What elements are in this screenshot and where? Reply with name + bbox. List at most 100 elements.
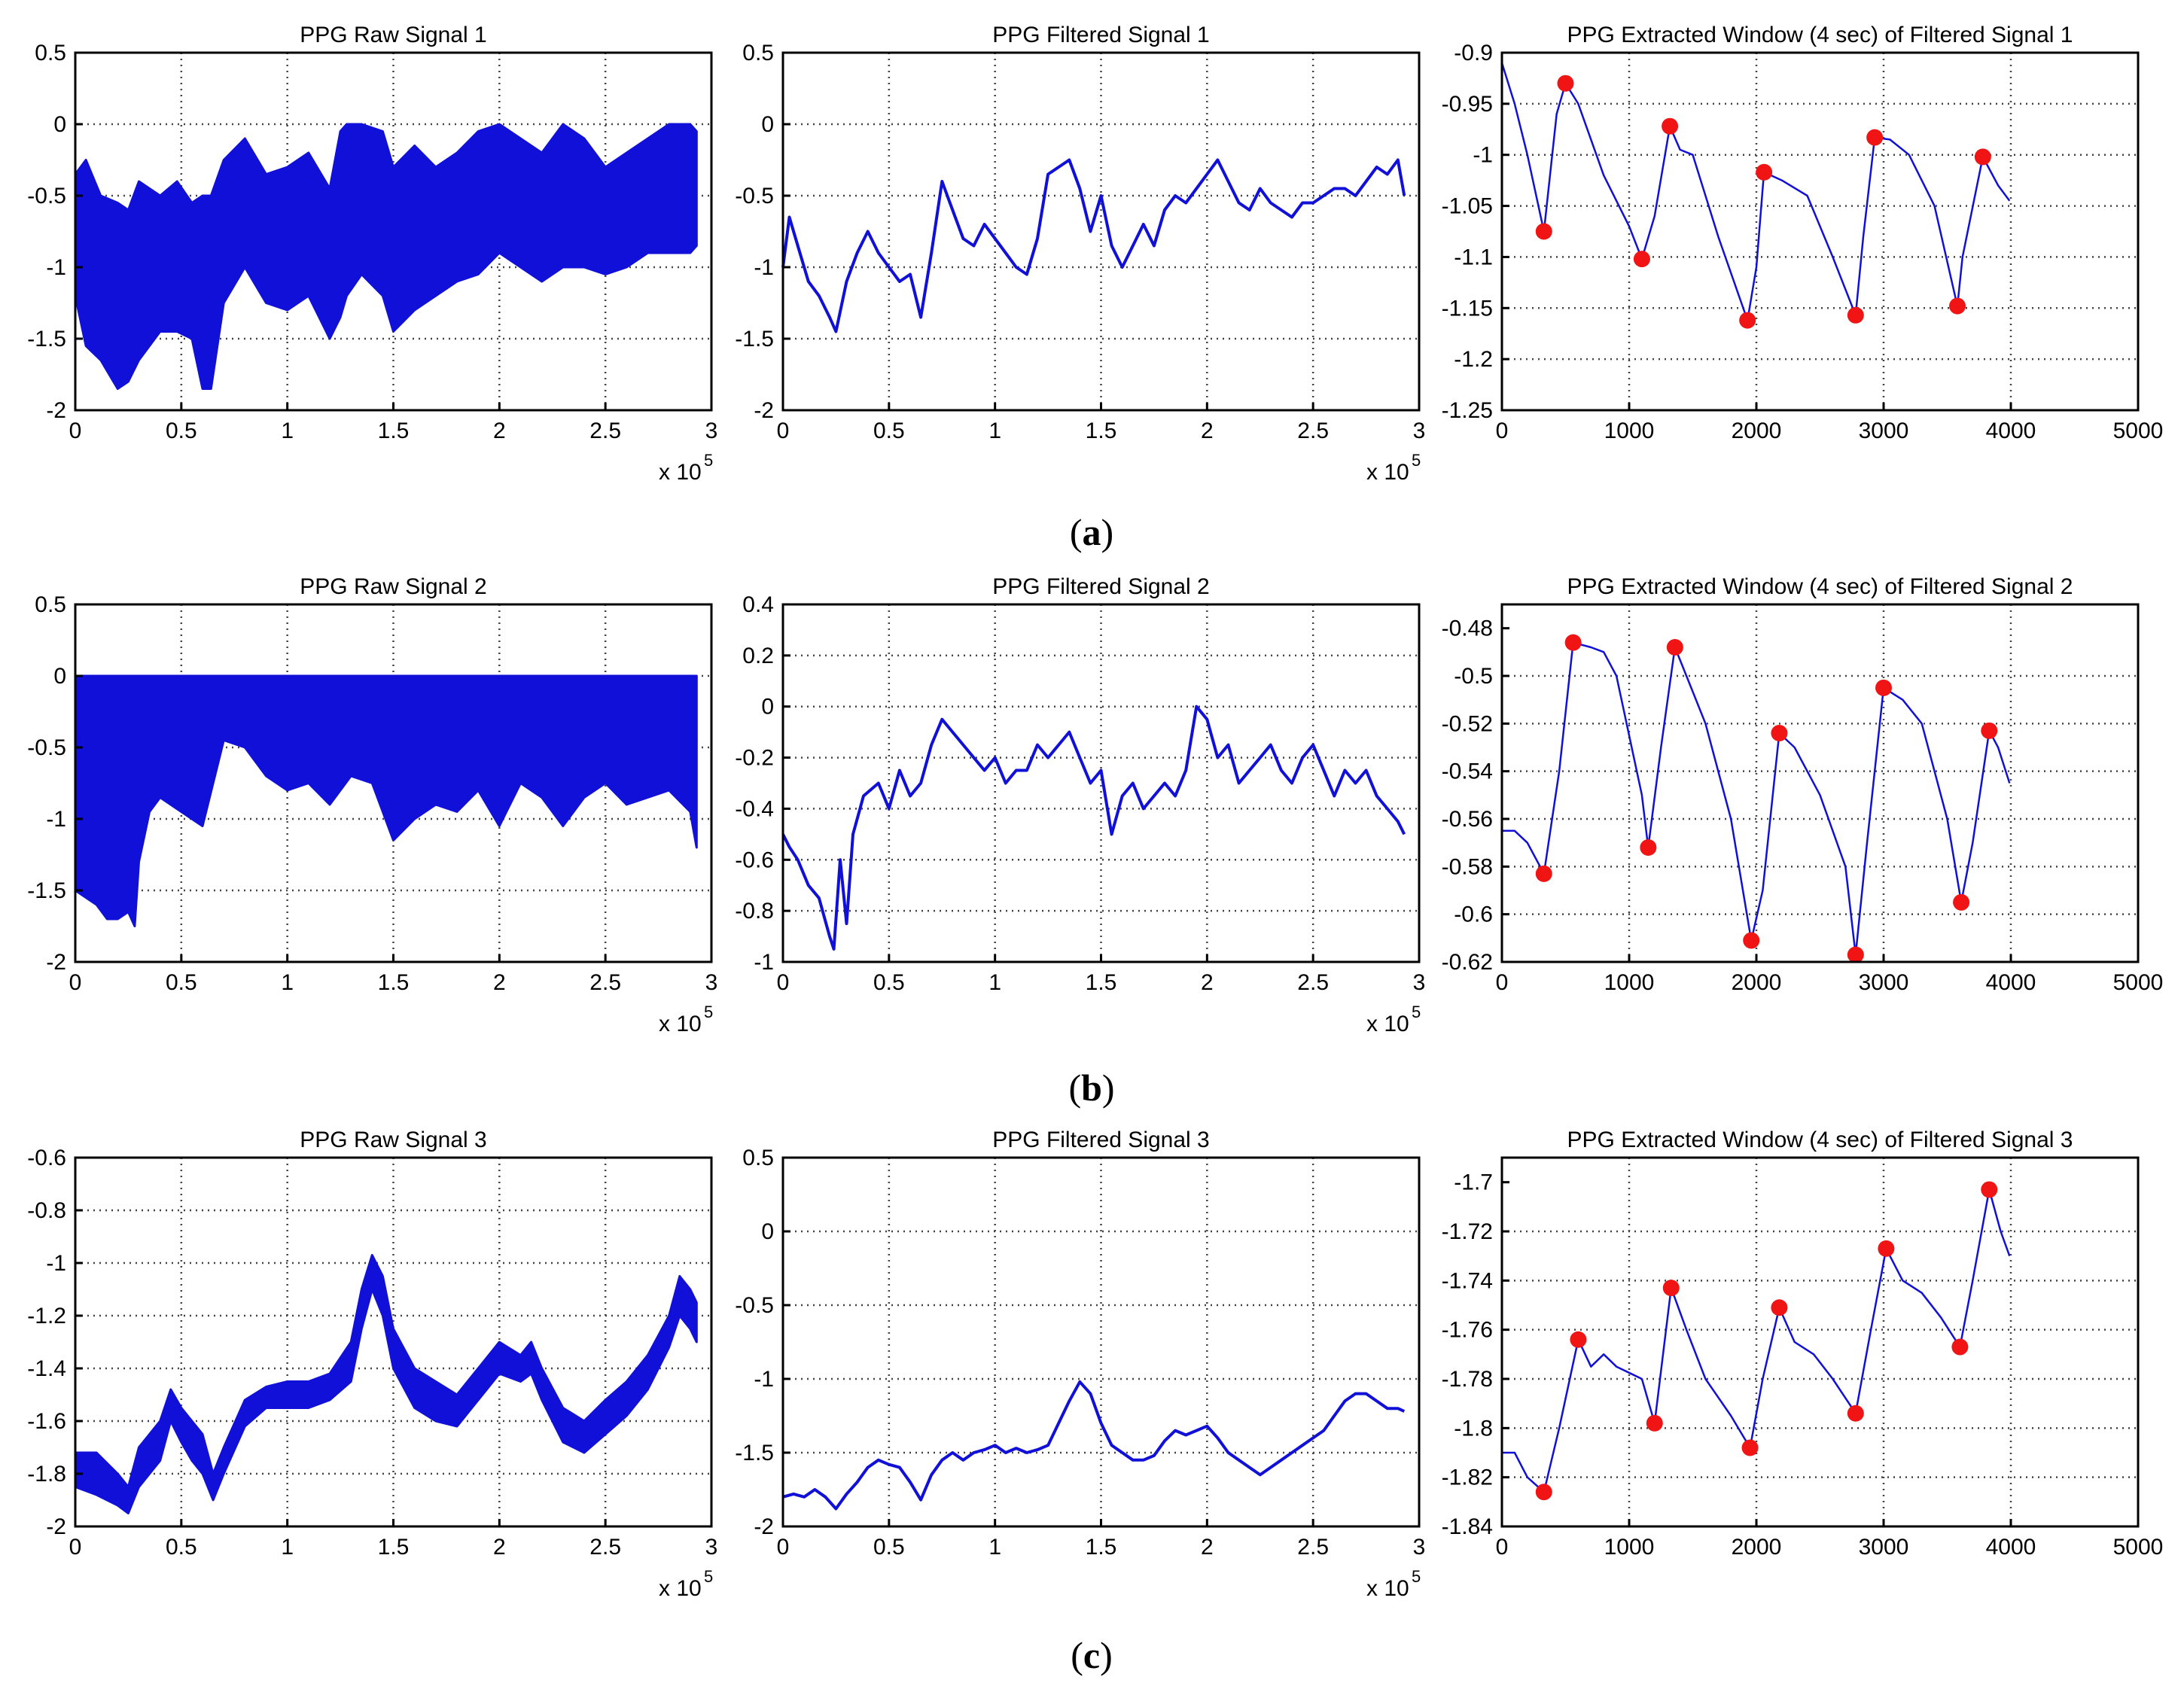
- peak-marker: [1951, 1338, 1969, 1356]
- axes-frame: [1500, 603, 2140, 963]
- y-tick-label: -0.5: [27, 184, 66, 208]
- x-axis-multiplier: x 10: [659, 460, 702, 485]
- x-tick-label: 2: [1201, 1535, 1214, 1560]
- x-tick-label: 0: [777, 418, 790, 443]
- peak-marker: [1646, 1414, 1663, 1432]
- axes-frame: [1500, 51, 2140, 412]
- peak-marker: [1743, 932, 1760, 949]
- peak-marker: [1564, 634, 1582, 651]
- x-tick-label: 1.5: [1086, 418, 1117, 443]
- peak-marker: [1974, 148, 1991, 166]
- x-axis-multiplier: x 10: [659, 1576, 702, 1601]
- y-tick-label: -0.5: [1454, 664, 1493, 689]
- y-tick-label: -1: [754, 1367, 774, 1392]
- chart-filt2: 0 0.5 1 1.5 2 2.5 3 -1 -0.8 -0.6 -0.4 -0.2 0 0.2 0.4 PP…: [735, 574, 1425, 1036]
- y-tick-label: 0: [761, 1219, 774, 1244]
- y-tick-label: -1.25: [1442, 398, 1493, 423]
- x-tick-label: 5000: [2113, 1535, 2164, 1560]
- y-tick-label: -0.2: [735, 746, 774, 771]
- x-tick-label: 1: [281, 1535, 294, 1560]
- y-tick-label: -0.6: [27, 1146, 66, 1170]
- chart-title: PPG Filtered Signal 3: [992, 1128, 1209, 1152]
- y-tick-label: -1.7: [1454, 1170, 1493, 1195]
- peak-marker: [1535, 223, 1552, 240]
- y-tick-label: -1.2: [27, 1304, 66, 1328]
- y-tick-label: -1.5: [735, 1441, 774, 1465]
- peak-marker: [1633, 251, 1650, 268]
- x-tick-label: 5000: [2113, 970, 2164, 995]
- y-tick-label: -0.9: [1454, 41, 1493, 65]
- x-tick-label: 2000: [1732, 1535, 1782, 1560]
- x-tick-label: 0: [69, 1535, 82, 1560]
- x-tick-label: 4000: [1986, 970, 2036, 995]
- x-tick-label: 2.5: [1297, 1535, 1329, 1560]
- x-tick-label: 0.5: [873, 1535, 905, 1560]
- y-tick-label: -0.48: [1442, 616, 1493, 641]
- x-tick-label: 1.5: [378, 418, 410, 443]
- x-tick-label: 1000: [1604, 418, 1655, 443]
- x-tick-label: 3: [1413, 970, 1426, 995]
- x-tick-label: 3: [705, 418, 718, 443]
- x-tick-label: 1: [988, 418, 1001, 443]
- y-tick-label: -1: [754, 950, 774, 975]
- chart-title: PPG Extracted Window (4 sec) of Filtered…: [1567, 23, 2073, 47]
- y-tick-label: -0.56: [1442, 807, 1493, 832]
- peak-marker: [1535, 865, 1552, 882]
- x-tick-label: 0: [1496, 970, 1509, 995]
- x-axis-multiplier: x 10: [1366, 460, 1409, 485]
- y-tick-label: -0.8: [27, 1198, 66, 1223]
- peak-marker: [1640, 839, 1657, 856]
- chart-win1: 0 1000 2000 3000 4000 5000 -1.25 -1.2 -1.15 -1.1 -…: [1442, 23, 2164, 443]
- peak-marker: [1953, 893, 1970, 911]
- y-tick-label: 0: [761, 112, 774, 137]
- y-tick-label: -1.6: [27, 1409, 66, 1434]
- y-tick-label: -2: [46, 398, 66, 423]
- x-tick-label: 2.5: [1297, 418, 1329, 443]
- chart-filt3: 0 0.5 1 1.5 2 2.5 3 -2 -1.5 -1 -0.5 0 0.5 PPG Filtere…: [735, 1128, 1425, 1601]
- y-tick-label: -1: [754, 255, 774, 280]
- axes-frame: [1500, 1156, 2140, 1528]
- peak-marker: [1662, 1280, 1680, 1297]
- signal-line: [781, 705, 1406, 951]
- caption-b: (b): [1068, 1067, 1115, 1109]
- x-tick-label: 1: [988, 1535, 1001, 1560]
- y-tick-label: 0: [761, 695, 774, 720]
- chart-title: PPG Extracted Window (4 sec) of Filtered…: [1567, 1128, 2073, 1152]
- x-tick-label: 3: [1413, 418, 1426, 443]
- signal-band: [74, 123, 698, 390]
- x-tick-label: 4000: [1986, 1535, 2036, 1560]
- peak-marker: [1981, 722, 1998, 739]
- signal-line: [781, 158, 1406, 333]
- y-tick-label: -1.84: [1442, 1514, 1493, 1539]
- x-tick-label: 1: [281, 970, 294, 995]
- y-tick-label: 0: [53, 664, 66, 689]
- y-tick-label: -1.5: [27, 327, 66, 352]
- signal-line: [782, 1380, 1406, 1511]
- chart-win3: 0 1000 2000 3000 4000 5000 -1.84 -1.82 -1.8 -1.78…: [1442, 1128, 2164, 1560]
- x-tick-label: 2.5: [589, 1535, 621, 1560]
- x-axis-multiplier-exponent: 5: [704, 1567, 713, 1586]
- y-tick-label: -1.5: [27, 878, 66, 903]
- x-tick-label: 2000: [1732, 418, 1782, 443]
- y-tick-label: 0.4: [742, 592, 774, 617]
- y-tick-label: -1.72: [1442, 1219, 1493, 1244]
- peak-marker: [1771, 1299, 1788, 1316]
- y-tick-label: -1: [1473, 143, 1493, 168]
- y-tick-label: -0.5: [27, 735, 66, 760]
- x-tick-label: 5000: [2113, 418, 2164, 443]
- x-tick-label: 1.5: [378, 970, 410, 995]
- y-tick-label: -0.4: [735, 796, 774, 821]
- y-tick-label: -1.78: [1442, 1367, 1493, 1392]
- x-tick-label: 2: [1201, 418, 1214, 443]
- chart-title: PPG Raw Signal 1: [300, 23, 486, 47]
- chart-raw3: 0 0.5 1 1.5 2 2.5 3 -2 -1.8 -1.6 -1.4 -1.2 -1 -0.8 -0.…: [27, 1128, 717, 1601]
- x-tick-label: 0: [777, 1535, 790, 1560]
- y-tick-label: -1.2: [1454, 347, 1493, 372]
- peak-marker: [1981, 1181, 1998, 1198]
- peak-marker: [1666, 639, 1683, 656]
- x-axis-multiplier-exponent: 5: [1412, 1567, 1421, 1586]
- y-tick-label: -1: [46, 255, 66, 280]
- x-tick-label: 3000: [1859, 418, 1909, 443]
- x-tick-label: 0: [777, 970, 790, 995]
- y-tick-label: -1.05: [1442, 194, 1493, 219]
